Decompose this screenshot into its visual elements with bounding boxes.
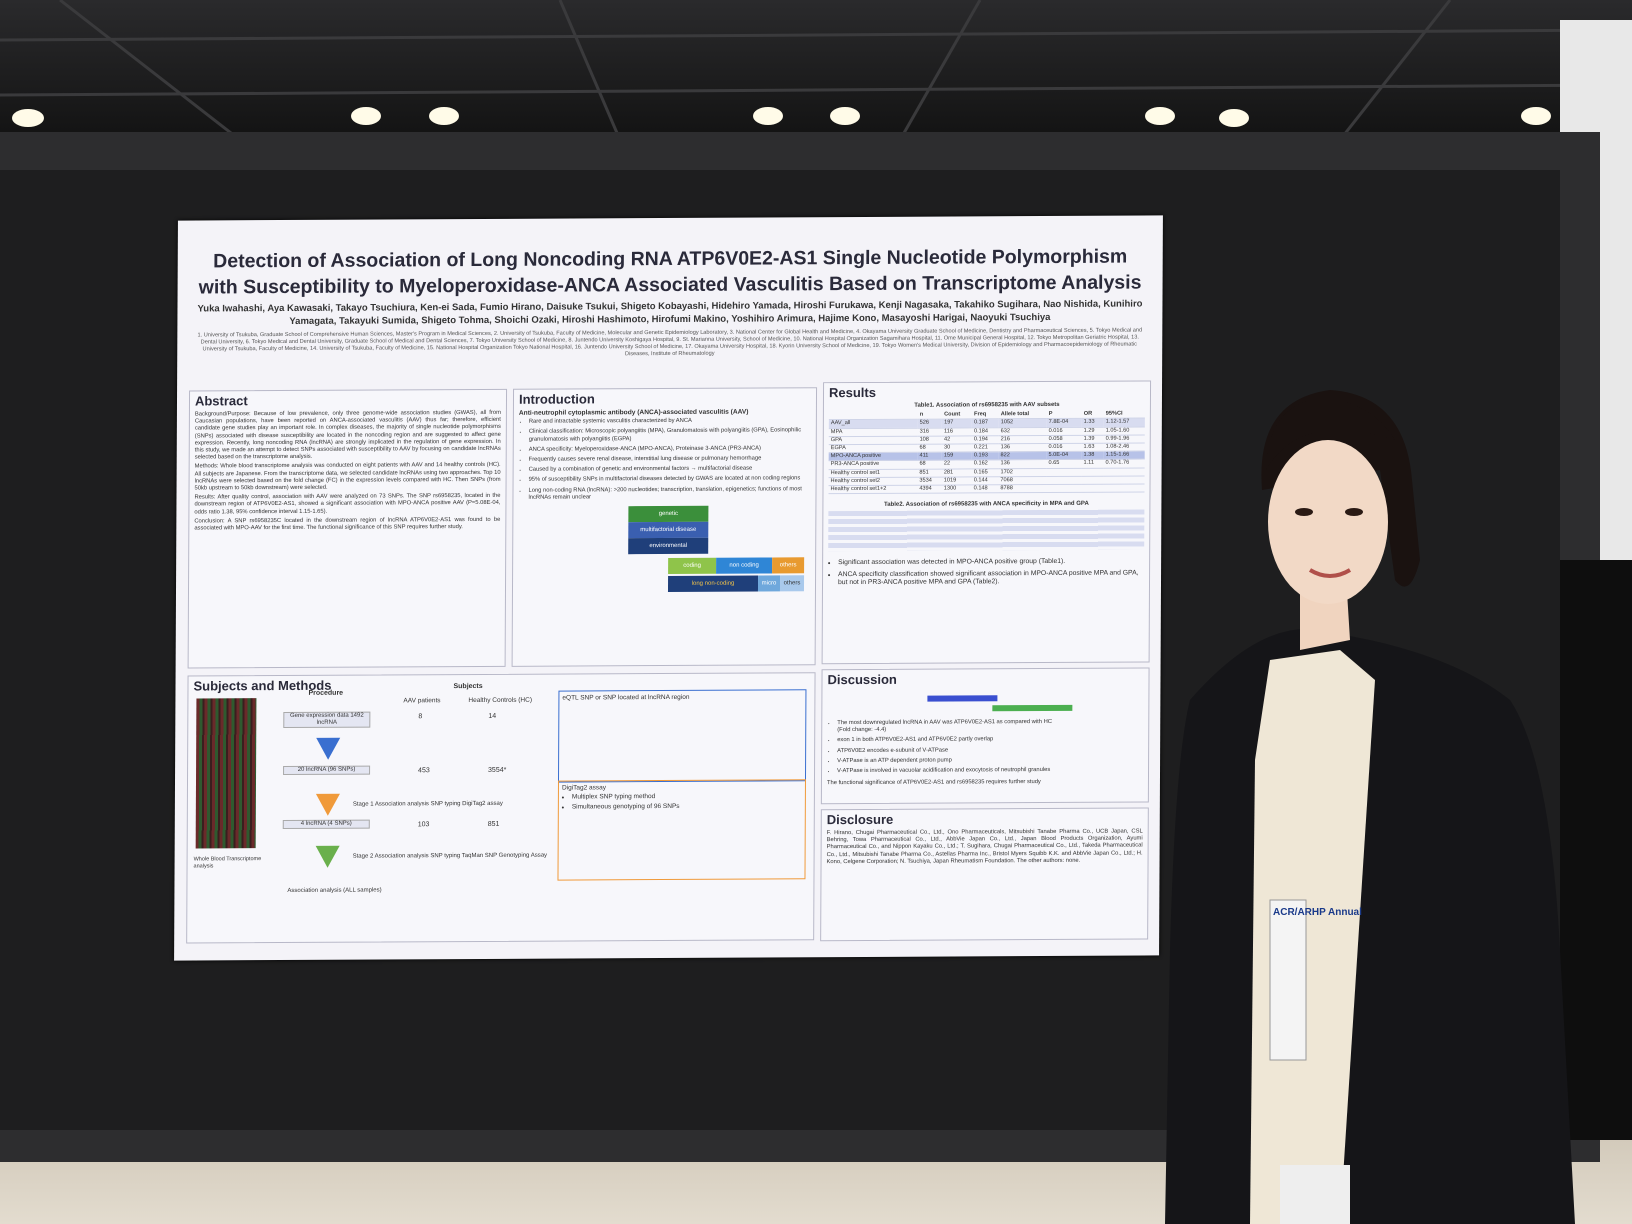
hair-fringe [1266, 398, 1395, 470]
notebook [1280, 1165, 1350, 1224]
ceiling-lights [12, 107, 1551, 127]
eye [1295, 508, 1313, 516]
ceiling-trusses [0, 0, 1632, 142]
eye [1345, 508, 1363, 516]
face [1268, 440, 1388, 604]
ceiling [0, 0, 1632, 150]
hair [1261, 390, 1420, 587]
smile [1308, 568, 1352, 578]
badge-text: ACR/ARHP Annual [1273, 907, 1362, 918]
badge [1269, 899, 1307, 1061]
curtain [1560, 560, 1632, 1140]
sweater [1250, 650, 1375, 1224]
